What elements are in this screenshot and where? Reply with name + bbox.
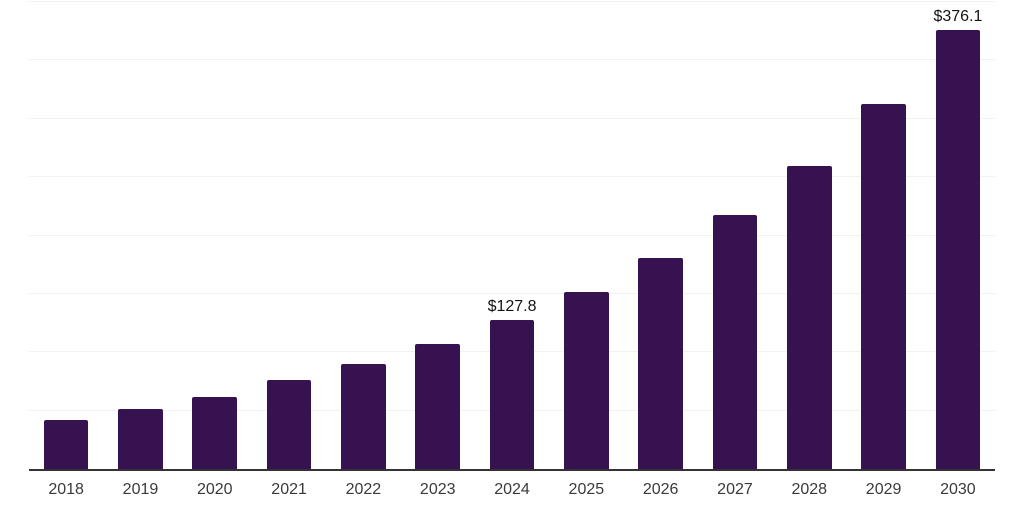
bar-2027 — [712, 215, 758, 469]
x-tick-2018: 2018 — [48, 481, 84, 498]
gridline-250 — [29, 176, 995, 178]
bar-slot-2030: $376.1 — [921, 2, 995, 469]
bar-slot-2027 — [698, 2, 772, 469]
gridline-200 — [29, 234, 995, 236]
x-tick-2026: 2026 — [642, 481, 679, 498]
bar-slot-2023 — [401, 2, 475, 469]
bar-slot-2021 — [252, 2, 326, 469]
x-tick-2027: 2027 — [717, 481, 753, 498]
gridline-300 — [29, 117, 995, 119]
bar-2028 — [786, 166, 832, 469]
bar-slot-2025 — [549, 2, 623, 469]
bar-slot-2028 — [772, 2, 846, 469]
x-tick-2020: 2020 — [196, 481, 233, 498]
x-tick-2028: 2028 — [791, 481, 828, 498]
bar-2029 — [861, 103, 906, 469]
bar-slot-2026 — [624, 2, 698, 469]
bar-2030 — [935, 29, 981, 469]
x-tick-2023: 2023 — [419, 481, 456, 498]
bar-2021 — [266, 379, 312, 469]
bar-2024 — [489, 319, 535, 469]
x-tick-2030: 2030 — [940, 481, 976, 498]
x-tick-2019: 2019 — [122, 481, 159, 498]
bar-slot-2018 — [29, 2, 103, 469]
bar-series: $127.8 $376.1 — [29, 2, 995, 469]
bar-2023 — [415, 343, 460, 469]
bar-slot-2029 — [846, 2, 920, 469]
bar-2026 — [638, 257, 683, 469]
bar-slot-2024: $127.8 — [475, 2, 549, 469]
bar-slot-2022 — [326, 2, 400, 469]
x-axis-labels: 2018 2019 2020 2021 2022 2023 2024 2025 2026 2027… — [29, 480, 995, 500]
bar-2019 — [118, 409, 163, 469]
gridline-400 — [29, 1, 995, 2]
x-tick-2024: 2024 — [494, 481, 530, 498]
bar-2022 — [341, 363, 386, 469]
bar-slot-2019 — [103, 2, 177, 469]
bar-slot-2020 — [178, 2, 252, 469]
value-label-2024: $127.8 — [487, 297, 537, 315]
bar-2020 — [192, 396, 238, 469]
x-axis-line — [29, 469, 995, 471]
gridline-150 — [29, 292, 995, 294]
gridline-350 — [29, 59, 995, 61]
plot-area: $127.8 $376.1 — [29, 1, 995, 469]
bar-2025 — [564, 292, 609, 469]
bar-2018 — [43, 419, 89, 469]
value-label-2030: $376.1 — [933, 7, 983, 25]
x-tick-2022: 2022 — [345, 481, 382, 498]
x-tick-2025: 2025 — [568, 481, 605, 498]
x-tick-2021: 2021 — [271, 481, 307, 498]
x-tick-2029: 2029 — [865, 481, 902, 498]
